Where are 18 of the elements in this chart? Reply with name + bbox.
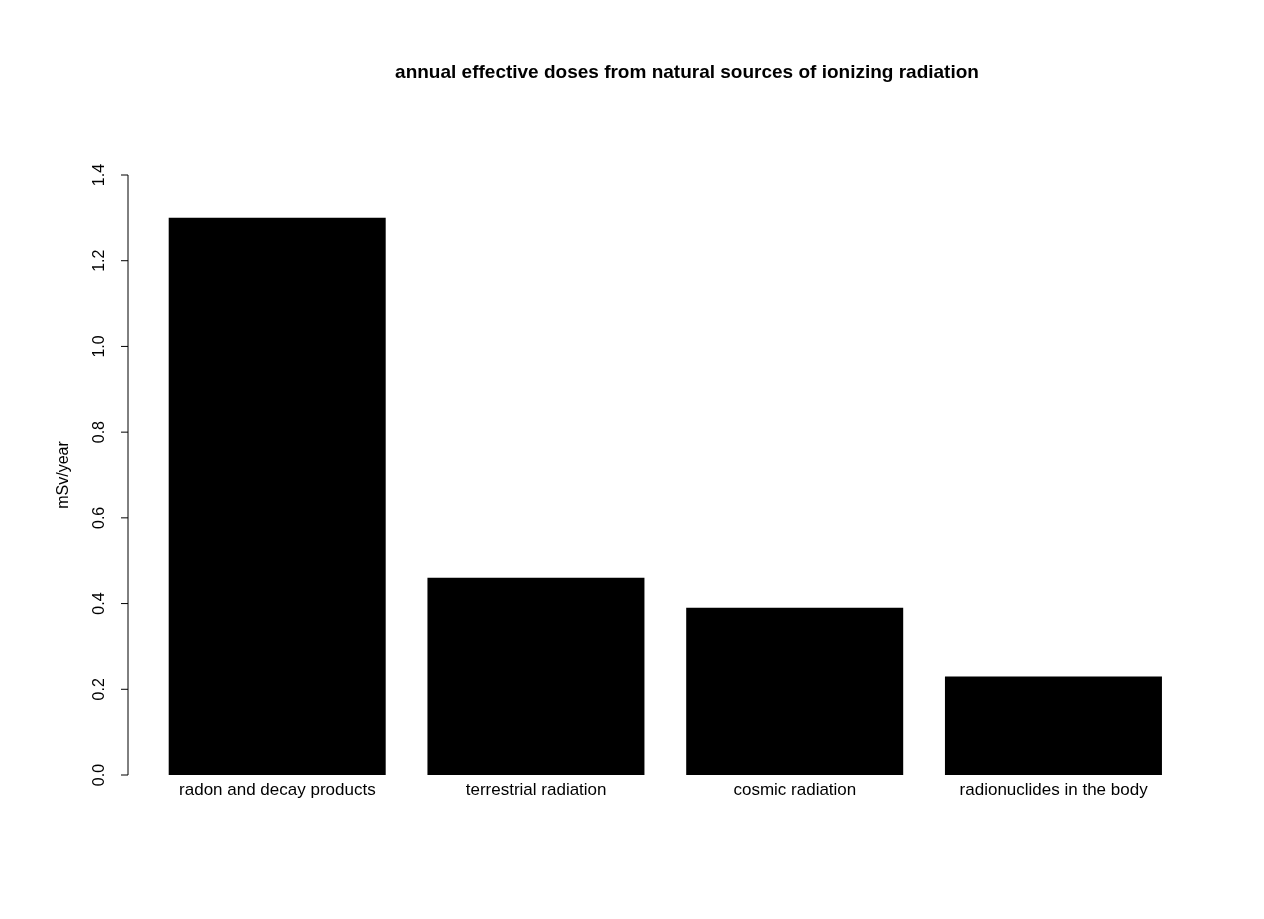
y-tick-label: 0.2	[90, 678, 107, 701]
bar	[427, 577, 645, 775]
bar	[944, 676, 1162, 775]
x-tick-label: radionuclides in the body	[959, 780, 1149, 800]
y-tick-label: 0.8	[90, 420, 107, 444]
bar	[168, 217, 386, 775]
y-tick-label: 1.2	[90, 249, 107, 272]
x-tick-label: radon and decay products	[179, 780, 376, 800]
x-tick-label: cosmic radiation	[733, 780, 857, 800]
x-tick-label: terrestrial radiation	[465, 780, 607, 800]
y-tick-label: 0.4	[90, 592, 107, 615]
bar	[686, 607, 904, 775]
y-tick-label: 0.0	[90, 763, 107, 787]
y-axis-title: mSv/year	[53, 440, 71, 509]
y-tick-label: 1.0	[90, 335, 107, 358]
y-tick-label: 0.6	[90, 506, 107, 529]
y-tick-label: 1.4	[90, 163, 107, 187]
chart-title: annual effective doses from natural sources of ionizing radiation	[395, 61, 979, 83]
